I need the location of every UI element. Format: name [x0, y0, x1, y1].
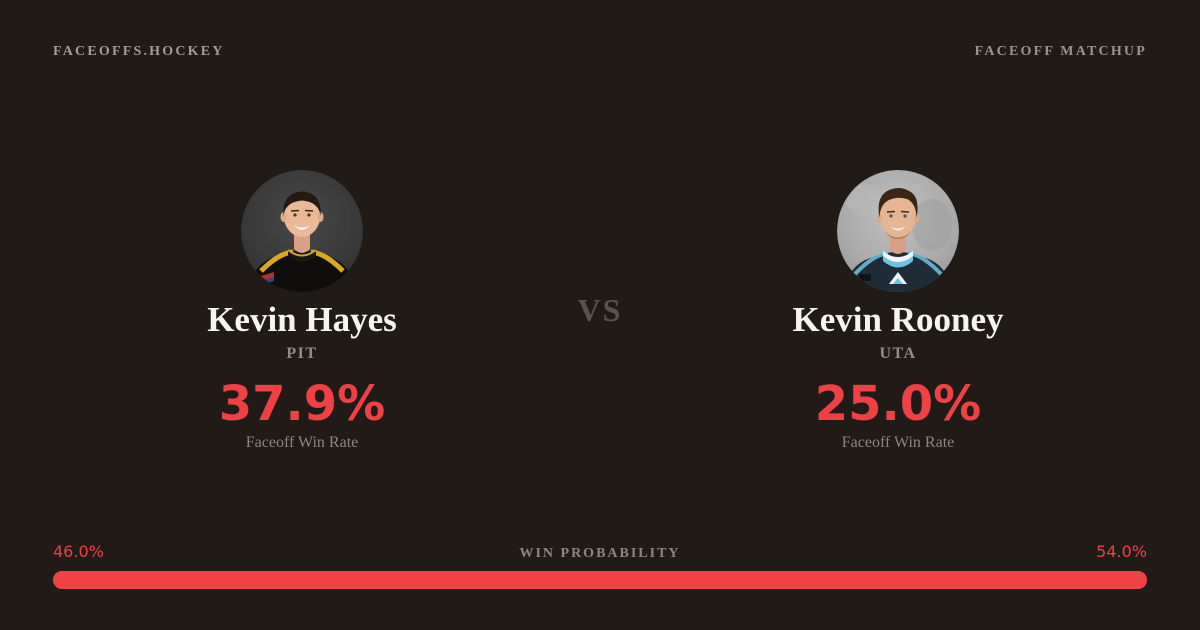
player-card-left: Kevin Hayes PIT 37.9% Faceoff Win Rate [102, 170, 502, 453]
player-faceoff-win-rate-right: 25.0% [814, 376, 982, 432]
player-team-left: PIT [286, 345, 318, 362]
win-probability-section: 46.0% WIN PROBABILITY 54.0% [53, 542, 1147, 589]
player-stat-label-right: Faceoff Win Rate [841, 434, 955, 451]
player-headshot-right-image [837, 170, 959, 292]
brand-text: FACEOFFS.HOCKEY [53, 44, 225, 59]
win-probability-bar [53, 571, 1147, 589]
win-probability-title: WIN PROBABILITY [519, 546, 681, 561]
page-label: FACEOFF MATCHUP [974, 44, 1147, 59]
win-probability-right-pct: 54.0% [1096, 542, 1147, 561]
vs-label: VS [577, 292, 623, 328]
player-faceoff-win-rate-left: 37.9% [218, 376, 386, 432]
player-name-right: Kevin Rooney [792, 300, 1004, 339]
win-probability-left-pct: 46.0% [53, 542, 104, 561]
win-probability-bar-left-segment [53, 571, 557, 589]
player-avatar-left [241, 170, 363, 292]
player-avatar-right [837, 170, 959, 292]
player-stat-label-left: Faceoff Win Rate [245, 434, 359, 451]
player-card-right: Kevin Rooney UTA 25.0% Faceoff Win Rate [698, 170, 1098, 453]
player-name-left: Kevin Hayes [207, 300, 397, 339]
win-probability-bar-right-segment [556, 571, 1147, 589]
win-probability-labels: 46.0% WIN PROBABILITY 54.0% [53, 542, 1147, 564]
player-headshot-left-image [241, 170, 363, 292]
player-team-right: UTA [879, 345, 917, 362]
